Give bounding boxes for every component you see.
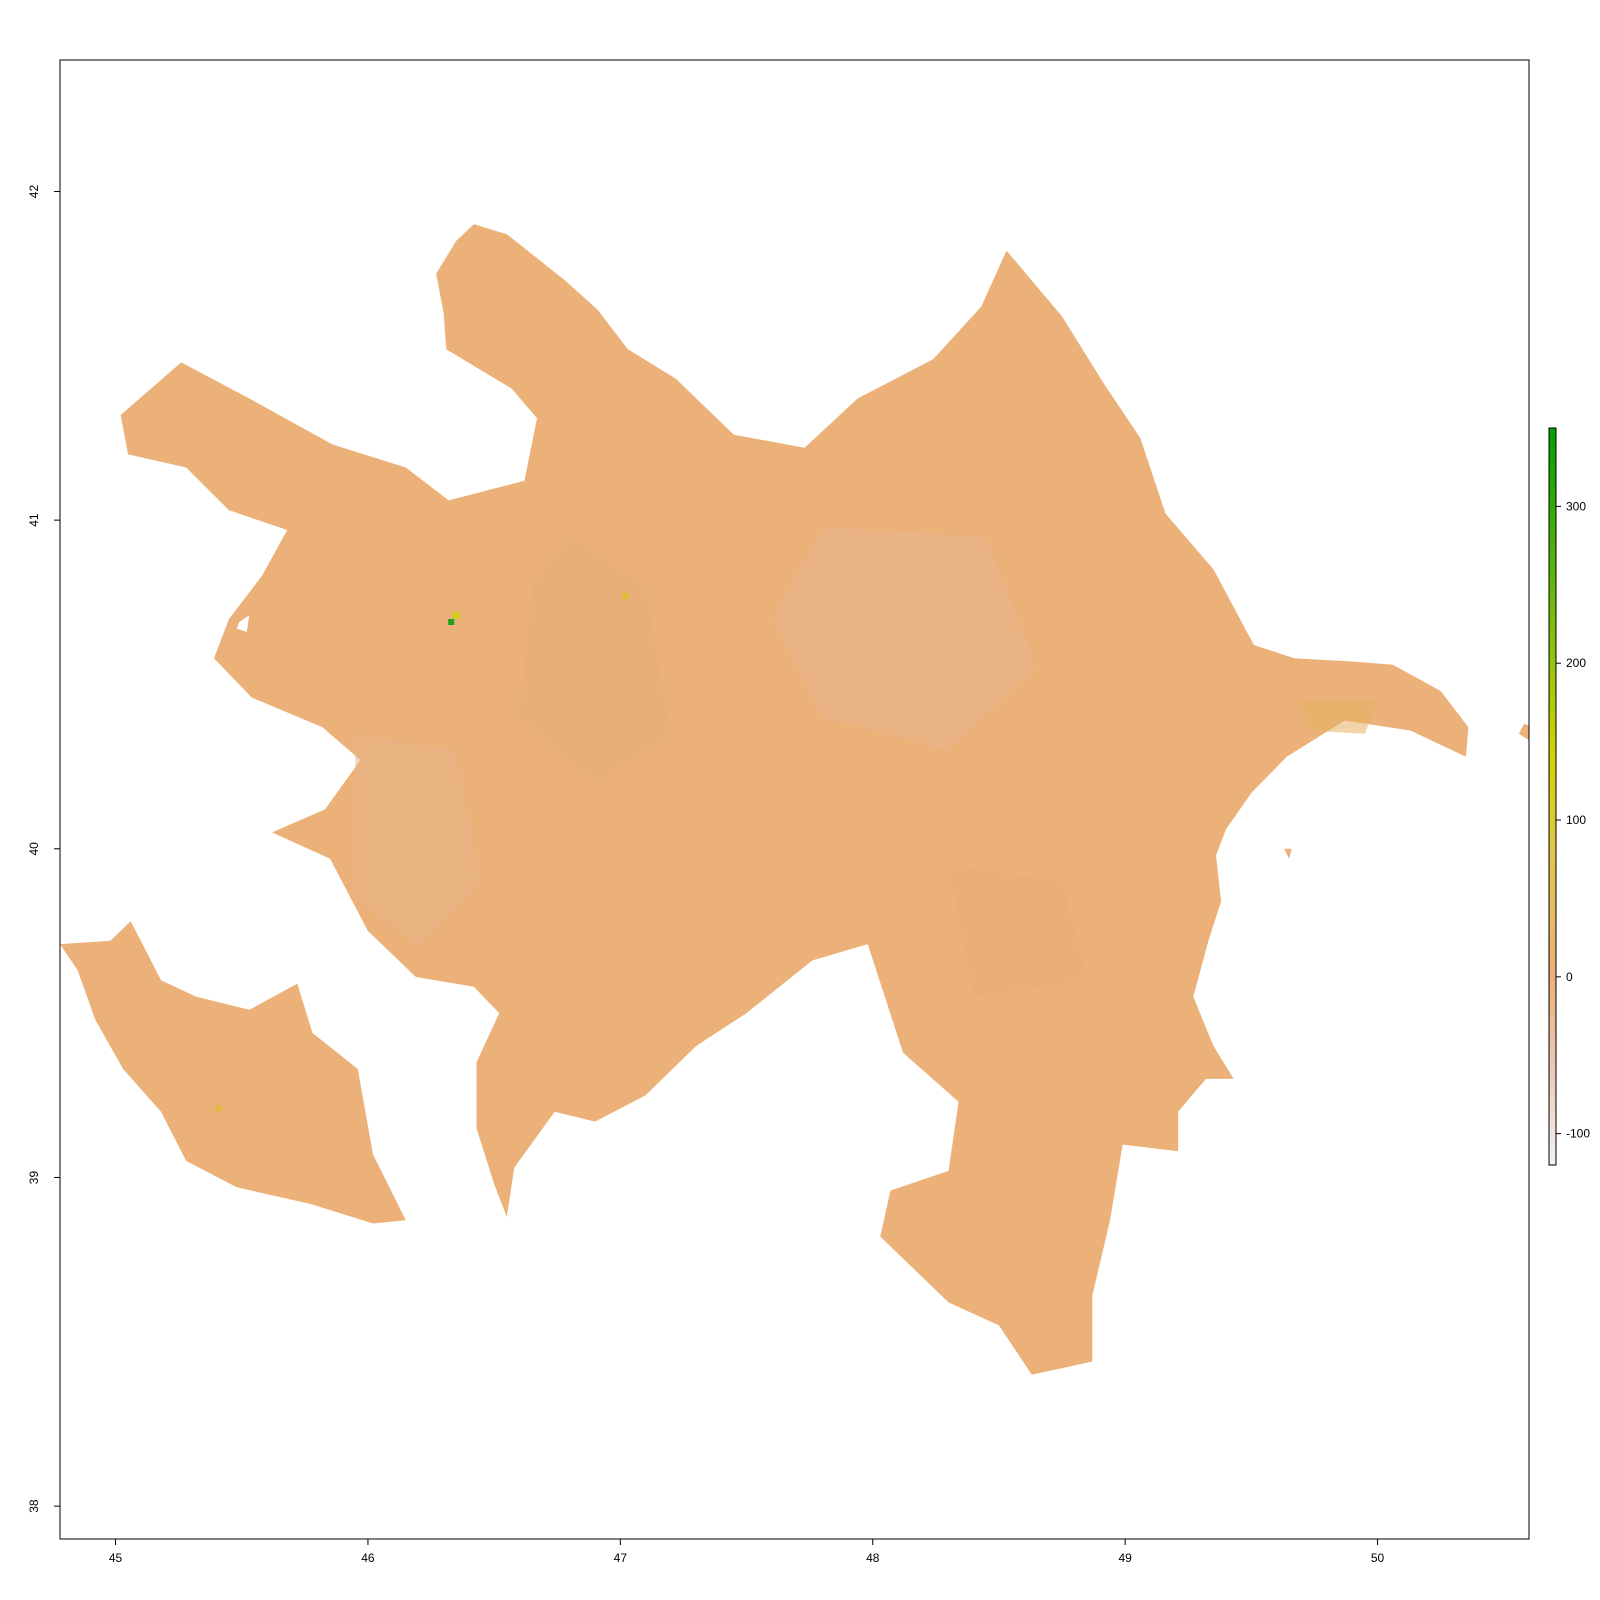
- hotspot-0: [448, 619, 455, 625]
- hotspot-1: [453, 612, 460, 619]
- y-tick-label: 42: [27, 185, 41, 199]
- hotspot-3: [216, 1105, 222, 1112]
- region-nakhchivan: [60, 921, 406, 1224]
- region-mainland: [120, 224, 1469, 1375]
- x-axis: 45 46 47 48 49 50: [109, 1539, 1385, 1565]
- x-tick-label: 48: [866, 1551, 880, 1565]
- x-tick-label: 46: [361, 1551, 375, 1565]
- colorbar-tick-label: 300: [1566, 499, 1586, 513]
- value-patch-4: [1301, 700, 1378, 734]
- value-patch-2: [355, 733, 482, 948]
- map-raster-layer: [60, 224, 1529, 1375]
- colorbar-legend: -100 0 100 200 300: [1548, 427, 1590, 1166]
- colorbar-tick-label: 100: [1566, 813, 1586, 827]
- value-patch-1: [771, 526, 1037, 751]
- plot-frame: [59, 59, 1530, 1540]
- y-tick-label: 38: [27, 1499, 41, 1513]
- x-tick-label: 45: [109, 1551, 123, 1565]
- island-1: [1284, 848, 1292, 859]
- colorbar-bar: [1548, 427, 1557, 1166]
- hotspot-2: [622, 592, 629, 599]
- value-patch-3: [948, 865, 1088, 997]
- x-tick-label: 47: [614, 1551, 628, 1565]
- colorbar-tick-label: 0: [1566, 970, 1573, 984]
- x-tick-label: 50: [1371, 1551, 1385, 1565]
- colorbar-tick-label: 200: [1566, 656, 1586, 670]
- y-tick-label: 39: [27, 1171, 41, 1185]
- colorbar-tick-label: -100: [1566, 1127, 1590, 1141]
- value-patch-0: [519, 536, 671, 784]
- x-tick-label: 49: [1118, 1551, 1132, 1565]
- y-tick-label: 40: [27, 842, 41, 856]
- y-axis: 38 39 40 41 42: [27, 185, 60, 1513]
- y-tick-label: 41: [27, 513, 41, 527]
- island-0: [1518, 723, 1529, 741]
